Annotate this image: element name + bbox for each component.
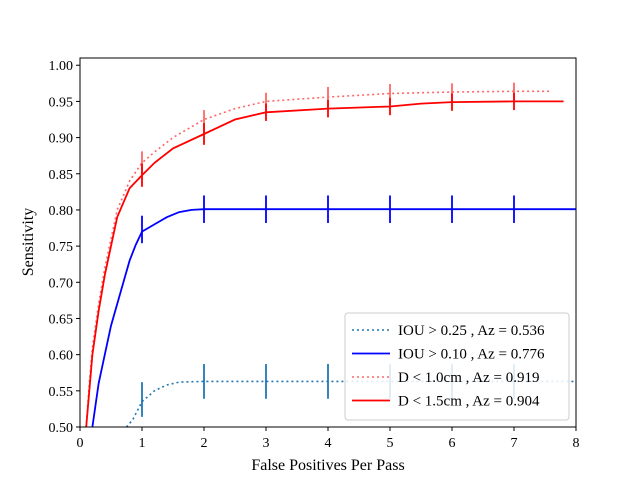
series-line-2 [91, 208, 576, 427]
y-tick-label: 1.00 [49, 59, 74, 74]
y-axis-label: Sensitivity [20, 208, 37, 276]
y-tick-label: 0.75 [49, 240, 74, 255]
legend-label: D < 1.5cm , Az = 0.904 [398, 394, 540, 410]
legend-label: IOU > 0.25 , Az = 0.536 [398, 323, 545, 339]
series-line-3 [85, 90, 552, 427]
x-tick-label: 8 [573, 436, 580, 451]
x-axis-label: False Positives Per Pass [251, 457, 404, 474]
y-tick-label: 0.95 [49, 95, 74, 110]
x-tick-label: 0 [77, 436, 84, 451]
x-tick-label: 4 [325, 436, 332, 451]
legend: IOU > 0.25 , Az = 0.536 IOU > 0.10 , Az =… [344, 312, 570, 421]
x-tick-label: 3 [263, 436, 270, 451]
y-axis: 0.50 0.55 0.60 0.65 0.70 0.75 0.80 0.85 0.90 0.95… [49, 59, 80, 436]
legend-label: IOU > 0.10 , Az = 0.776 [398, 347, 545, 363]
errorbar-layer [141, 82, 515, 417]
x-tick-label: 2 [201, 436, 208, 451]
x-tick-label: 5 [387, 436, 394, 451]
series-line-4 [85, 100, 564, 427]
y-tick-label: 0.60 [49, 349, 74, 364]
x-axis: 0 1 2 3 4 5 6 7 8 [77, 427, 580, 451]
y-tick-label: 0.65 [49, 312, 74, 327]
y-tick-label: 0.55 [49, 385, 74, 400]
y-tick-label: 0.70 [49, 276, 74, 291]
y-tick-label: 0.50 [49, 421, 74, 436]
x-tick-label: 7 [511, 436, 518, 451]
legend-label: D < 1.0cm , Az = 0.919 [398, 370, 540, 386]
legend-frame [344, 312, 570, 421]
x-tick-label: 6 [449, 436, 456, 451]
y-tick-label: 0.85 [49, 168, 74, 183]
x-tick-label: 1 [139, 436, 146, 451]
y-tick-label: 0.80 [49, 204, 74, 219]
y-tick-label: 0.90 [49, 132, 74, 147]
